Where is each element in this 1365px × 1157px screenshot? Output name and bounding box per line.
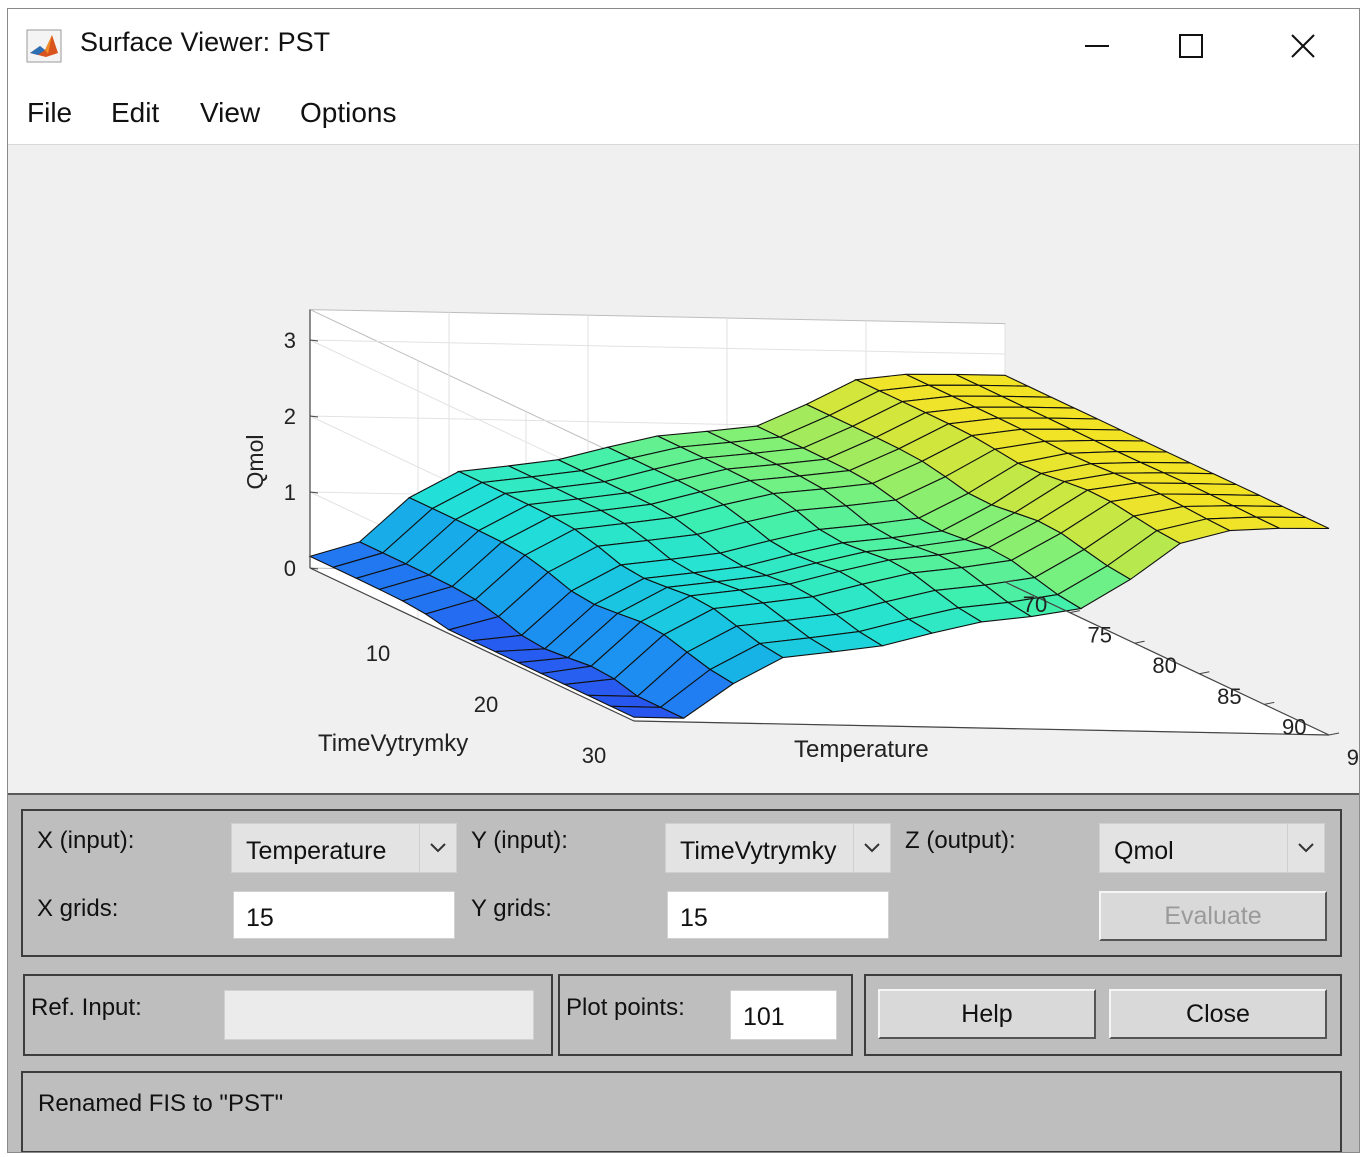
plot-points-field[interactable]: 101	[730, 990, 837, 1040]
time-tick-label: 30	[582, 743, 606, 768]
x-input-dropdown[interactable]: Temperature	[231, 823, 457, 873]
y-grids-value: 15	[680, 904, 708, 932]
temperature-tick-label: 70	[1023, 592, 1047, 617]
temperature-tick	[1004, 579, 1016, 583]
menu-options[interactable]: Options	[300, 97, 397, 128]
x-grids-label: X grids:	[37, 895, 119, 922]
temperature-axis-label: Temperature	[794, 736, 929, 763]
axis-line	[633, 720, 1330, 736]
title-bar: Surface Viewer: PST	[8, 9, 1359, 79]
ref-input-panel: Ref. Input:	[23, 974, 553, 1056]
z-tick	[309, 491, 319, 494]
y-grids-label: Y grids:	[471, 895, 552, 922]
z-tick-label: 0	[284, 556, 296, 581]
chevron-down-icon	[419, 824, 456, 872]
z-tick-label: 2	[284, 404, 296, 429]
plot-points-value: 101	[743, 1003, 785, 1031]
axes-panel: X (input): Temperature Y (input): TimeVy…	[21, 809, 1342, 957]
plot-points-label: Plot points:	[566, 994, 685, 1021]
close-window-button[interactable]	[1272, 23, 1334, 69]
temperature-tick	[1069, 610, 1080, 614]
y-grids-field[interactable]: 15	[667, 891, 889, 939]
temperature-tick-label: 95	[1347, 745, 1359, 770]
minimize-button[interactable]	[1066, 23, 1128, 69]
maximize-button[interactable]	[1160, 23, 1222, 69]
menu-bar: File Edit View Options	[8, 79, 1359, 145]
chevron-down-icon	[1287, 824, 1324, 872]
temperature-tick-label: 90	[1282, 714, 1306, 739]
buttons-panel: Help Close	[864, 974, 1342, 1056]
z-tick	[309, 567, 319, 570]
z-output-label: Z (output):	[905, 827, 1016, 854]
surface-cell	[610, 705, 684, 719]
x-input-label: X (input):	[37, 827, 135, 854]
evaluate-button[interactable]: Evaluate	[1099, 891, 1327, 941]
x-grids-field[interactable]: 15	[233, 891, 455, 939]
z-tick	[309, 415, 319, 418]
surface-viewer-window: Surface Viewer: PST File Edit View Optio…	[7, 8, 1360, 1153]
close-icon	[1291, 34, 1315, 58]
axis-line	[1004, 581, 1330, 736]
y-input-label: Y (input):	[471, 827, 568, 854]
plot-area: 0 1 2 3 10 20 30 70 75 80 85 90 95 Qmol TimeVytrymky…	[8, 145, 1359, 791]
plot-points-panel: Plot points: 101	[558, 974, 853, 1056]
matlab-logo-icon	[26, 29, 62, 63]
axis-line	[309, 567, 635, 722]
z-output-dropdown[interactable]: Qmol	[1099, 823, 1325, 873]
help-button[interactable]: Help	[878, 989, 1096, 1039]
temperature-tick	[1199, 671, 1210, 675]
menu-edit[interactable]: Edit	[111, 97, 160, 128]
temperature-tick-label: 85	[1217, 684, 1241, 709]
ref-input-label: Ref. Input:	[31, 994, 142, 1021]
surface-mesh	[308, 373, 1330, 719]
minimize-icon	[1085, 45, 1109, 47]
y-input-value: TimeVytrymky	[680, 837, 837, 865]
z-tick	[309, 339, 319, 342]
temperature-tick-label: 80	[1152, 653, 1176, 678]
time-tick-label: 20	[474, 692, 498, 717]
temperature-tick	[1328, 732, 1340, 736]
maximize-icon	[1179, 34, 1203, 58]
axes-ticks: 0 1 2 3 10 20 30 70 75 80 85 90 95	[284, 309, 1359, 770]
menu-file[interactable]: File	[27, 97, 73, 128]
status-text: Renamed FIS to "PST"	[38, 1090, 284, 1117]
x-input-value: Temperature	[246, 837, 387, 865]
x-grids-value: 15	[246, 904, 274, 932]
window-title: Surface Viewer: PST	[80, 27, 331, 57]
z-tick-label: 3	[284, 328, 296, 353]
y-input-dropdown[interactable]: TimeVytrymky	[665, 823, 891, 873]
chevron-down-icon	[853, 824, 890, 872]
z-output-value: Qmol	[1114, 837, 1174, 865]
status-panel: Renamed FIS to "PST"	[21, 1071, 1342, 1152]
ref-input-field[interactable]	[224, 990, 534, 1040]
time-axis-label: TimeVytrymky	[318, 730, 468, 757]
time-tick-label: 10	[366, 641, 390, 666]
temperature-tick	[1134, 640, 1145, 644]
z-axis-label: Qmol	[242, 435, 268, 490]
control-area: X (input): Temperature Y (input): TimeVy…	[8, 793, 1359, 1152]
close-button[interactable]: Close	[1109, 989, 1327, 1039]
temperature-tick	[1264, 701, 1275, 705]
menu-view[interactable]: View	[200, 97, 261, 128]
z-tick-label: 1	[284, 480, 296, 505]
grid-line	[309, 339, 1006, 355]
surface-plot[interactable]: 0 1 2 3 10 20 30 70 75 80 85 90 95 Qmol TimeVytrymky…	[8, 145, 1359, 791]
temperature-tick-label: 75	[1088, 623, 1112, 648]
